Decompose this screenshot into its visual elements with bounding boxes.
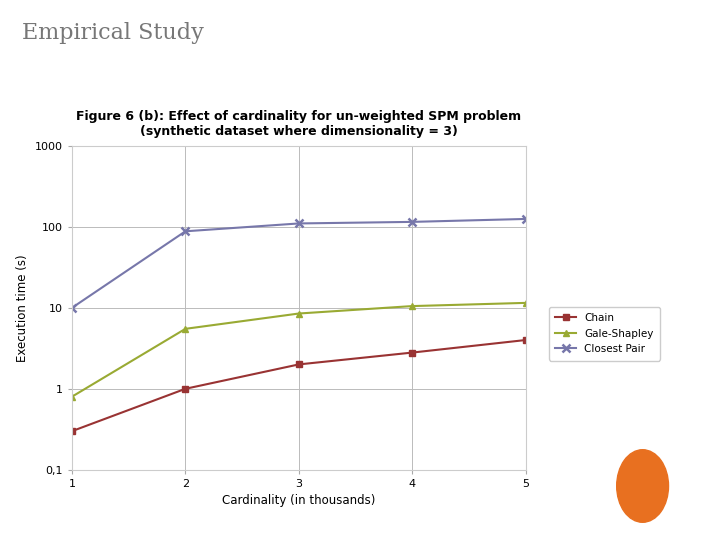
- Chain: [68, 428, 76, 434]
- Gale-Shapley: [181, 326, 190, 332]
- Line: Closest Pair: Closest Pair: [68, 215, 530, 312]
- Closest Pair: [521, 215, 530, 222]
- Gale-Shapley: [68, 394, 76, 400]
- Chain: [408, 349, 417, 356]
- X-axis label: Cardinality (in thousands): Cardinality (in thousands): [222, 495, 376, 508]
- Text: Empirical Study: Empirical Study: [22, 22, 204, 44]
- Y-axis label: Execution time (s): Execution time (s): [17, 254, 30, 362]
- Gale-Shapley: [294, 310, 303, 317]
- Line: Chain: Chain: [69, 338, 528, 434]
- Closest Pair: [181, 228, 190, 234]
- Closest Pair: [294, 220, 303, 227]
- Chain: [294, 361, 303, 368]
- Closest Pair: [408, 219, 417, 225]
- Title: Figure 6 (b): Effect of cardinality for un-weighted SPM problem
(synthetic datas: Figure 6 (b): Effect of cardinality for …: [76, 110, 521, 138]
- Line: Gale-Shapley: Gale-Shapley: [68, 299, 529, 400]
- Circle shape: [616, 450, 668, 522]
- Gale-Shapley: [408, 303, 417, 309]
- Chain: [521, 337, 530, 343]
- Gale-Shapley: [521, 300, 530, 306]
- Legend: Chain, Gale-Shapley, Closest Pair: Chain, Gale-Shapley, Closest Pair: [549, 307, 660, 361]
- Chain: [181, 386, 190, 392]
- Closest Pair: [68, 305, 76, 311]
